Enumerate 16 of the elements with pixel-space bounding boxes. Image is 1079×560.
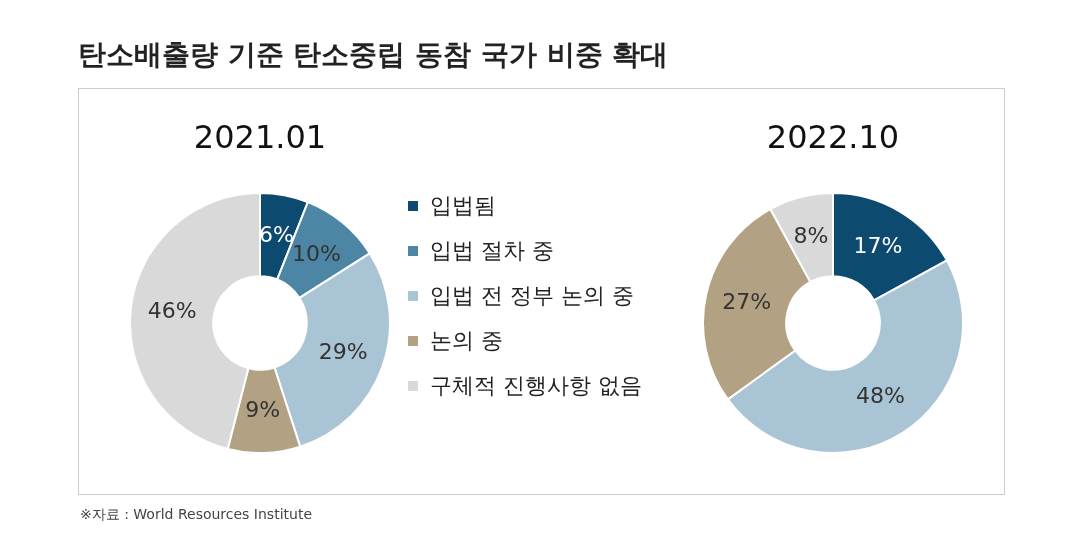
data-label: 9% (245, 397, 281, 423)
slice-label: 2021.01 (192, 118, 328, 158)
data-label: 8% (793, 223, 829, 249)
data-label: 29% (318, 338, 368, 364)
data-label: 17% (853, 232, 903, 258)
text: ※자료 : World Resources Institute (80, 506, 313, 524)
legend-label: 입법 절차 중 (430, 236, 554, 265)
chart-title: 탄소배출량 기준 탄소중립 동참 국가 비중 확대 (78, 37, 669, 73)
legend-label: 입법 전 정부 논의 중 (430, 281, 634, 310)
slice-label: 2022.10 (765, 118, 901, 158)
legend-label: 입법됨 (430, 191, 496, 220)
legend-label: 논의 중 (430, 326, 503, 355)
data-label: 27% (722, 289, 772, 315)
legend-label: 구체적 진행사항 없음 (430, 371, 642, 400)
data-label: 46% (147, 297, 197, 323)
data-label: 48% (855, 383, 905, 409)
